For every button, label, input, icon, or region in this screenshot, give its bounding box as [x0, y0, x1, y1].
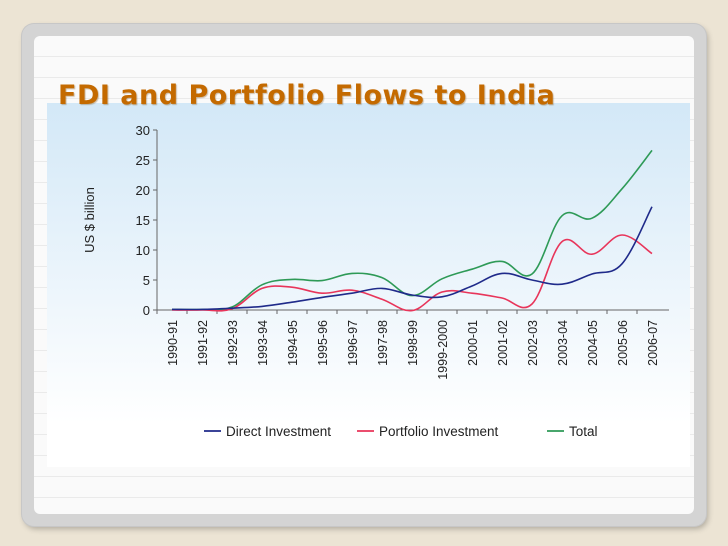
x-tick-label: 1999-2000	[436, 320, 450, 380]
y-axis: 0 5 10 15 20 25 30	[136, 123, 158, 318]
x-tick-label: 2003-04	[556, 320, 570, 366]
x-tick-label: 2005-06	[616, 320, 630, 366]
x-tick-label: 1997-98	[376, 320, 390, 366]
legend-label-portfolio-investment: Portfolio Investment	[379, 424, 499, 439]
line-chart: 0 5 10 15 20 25 30 1990-91 1991-92 1992-93 1993-9…	[82, 123, 669, 439]
chart-panel: 0 5 10 15 20 25 30 1990-91 1991-92 1992-93 1993-9…	[47, 103, 690, 467]
legend-label-direct-investment: Direct Investment	[226, 424, 331, 439]
x-tick-label: 2004-05	[586, 320, 600, 366]
x-tick-label: 2001-02	[496, 320, 510, 366]
x-tick-label: 2002-03	[526, 320, 540, 366]
y-tick-label: 0	[143, 303, 150, 318]
x-axis: 1990-91 1991-92 1992-93 1993-94 1994-95 1995-…	[156, 309, 669, 380]
y-tick-label: 30	[136, 123, 150, 138]
x-tick-label: 1998-99	[406, 320, 420, 366]
x-tick-label: 2000-01	[466, 320, 480, 366]
x-tick-label: 1994-95	[286, 320, 300, 366]
y-tick-label: 20	[136, 183, 150, 198]
series-lines	[171, 149, 653, 312]
x-tick-label: 1993-94	[256, 320, 270, 366]
y-tick-label: 10	[136, 243, 150, 258]
legend-label-total: Total	[569, 424, 598, 439]
series-line-direct-investment	[171, 206, 653, 311]
x-tick-label: 1996-97	[346, 320, 360, 366]
y-tick-label: 25	[136, 153, 150, 168]
x-tick-label: 1995-96	[316, 320, 330, 366]
y-tick-label: 5	[143, 273, 150, 288]
series-line-portfolio-investment	[171, 234, 653, 312]
x-tick-label: 1991-92	[196, 320, 210, 366]
x-tick-label: 2006-07	[646, 320, 660, 366]
x-tick-label: 1992-93	[226, 320, 240, 366]
series-line-total	[171, 149, 653, 311]
chart-legend: Direct Investment Portfolio Investment Tot…	[204, 424, 598, 439]
slide-title: FDI and Portfolio Flows to India	[58, 80, 556, 111]
x-tick-label: 1990-91	[166, 320, 180, 366]
y-tick-label: 15	[136, 213, 150, 228]
y-axis-label: US $ billion	[82, 187, 97, 253]
